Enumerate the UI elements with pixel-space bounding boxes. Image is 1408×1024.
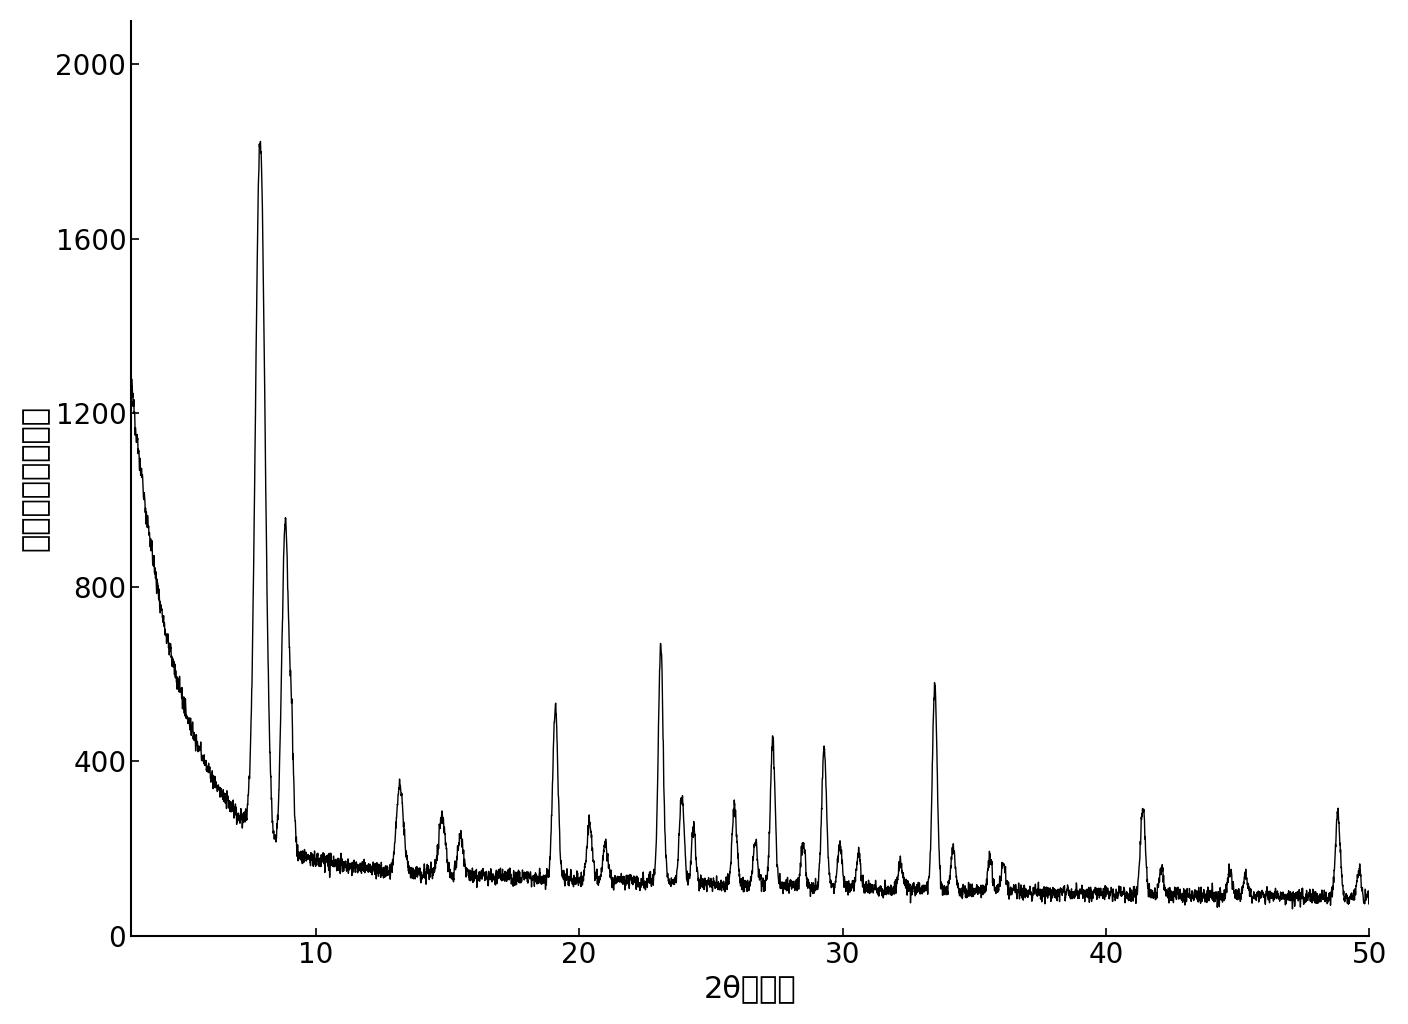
X-axis label: 2θ（度）: 2θ（度）: [704, 974, 797, 1004]
Y-axis label: 强度（任意强度）: 强度（任意强度）: [21, 406, 49, 551]
